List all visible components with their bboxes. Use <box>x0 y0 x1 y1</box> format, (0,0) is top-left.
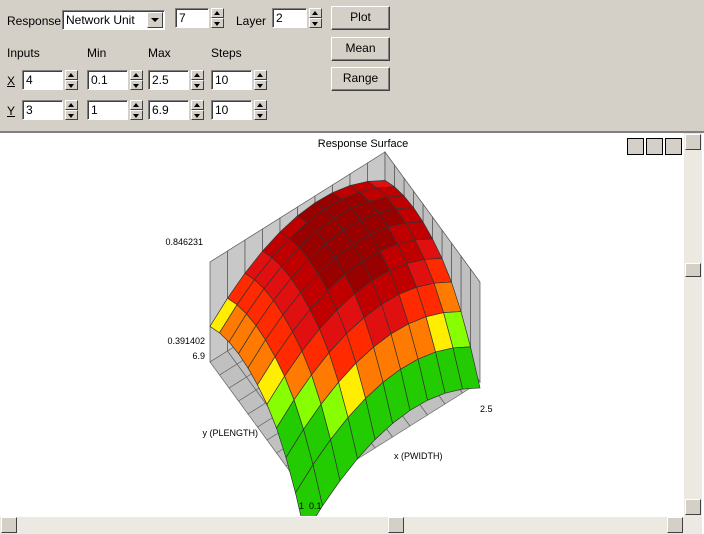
spinner[interactable] <box>130 70 143 90</box>
layer-label: Layer <box>236 14 267 28</box>
spinner[interactable] <box>309 8 322 28</box>
steps-value: 10 <box>215 73 229 87</box>
plot-panel: Response Surface 0.846231 0.391402 6.9 y… <box>0 131 704 534</box>
spinner[interactable] <box>254 70 267 90</box>
y-axis-label: y (PLENGTH) <box>202 428 258 438</box>
spinner[interactable] <box>211 8 224 28</box>
steps-field[interactable]: 10 <box>211 100 252 120</box>
input-value: 3 <box>26 103 33 117</box>
max-value: 6.9 <box>152 103 169 117</box>
scroll-right[interactable] <box>667 517 683 533</box>
plot-title: Response Surface <box>318 138 409 150</box>
unit-index: 7 <box>179 11 186 25</box>
steps-field[interactable]: 10 <box>211 70 252 90</box>
y-min-label: 1 <box>299 501 304 511</box>
font-button[interactable] <box>627 138 644 155</box>
scroll-down[interactable] <box>685 499 701 515</box>
response-label: Response <box>7 14 62 28</box>
scroll-thumb[interactable] <box>388 517 404 533</box>
column-header: Min <box>87 46 107 60</box>
row-label: X <box>7 74 16 88</box>
horizontal-scrollbar[interactable] <box>0 517 702 534</box>
min-value: 0.1 <box>91 73 108 87</box>
column-header: Inputs <box>7 46 40 60</box>
max-value: 2.5 <box>152 73 169 87</box>
scroll-thumb[interactable] <box>685 263 701 277</box>
z-max-label: 0.846231 <box>165 237 203 247</box>
max-field[interactable]: 6.9 <box>148 100 189 120</box>
min-value: 1 <box>91 103 98 117</box>
x-max-label: 2.5 <box>480 404 493 414</box>
scroll-up[interactable] <box>685 134 701 150</box>
scroll-left[interactable] <box>1 517 17 533</box>
min-field[interactable]: 0.1 <box>87 70 128 90</box>
surface-chart: Response Surface 0.846231 0.391402 6.9 y… <box>165 138 493 516</box>
vertical-scrollbar[interactable] <box>684 133 702 517</box>
input-field[interactable]: 4 <box>22 70 63 90</box>
column-header: Max <box>148 46 171 60</box>
y-max-label: 6.9 <box>192 351 205 361</box>
steps-value: 10 <box>215 103 229 117</box>
input-value: 4 <box>26 73 33 87</box>
row-label: Y <box>7 104 16 118</box>
x-min-label: 0.1 <box>309 501 322 511</box>
spinner[interactable] <box>254 100 267 120</box>
layer-field[interactable]: 2 <box>272 8 307 28</box>
range-button[interactable]: Range <box>331 67 390 91</box>
unit-index-field[interactable]: 7 <box>175 8 209 28</box>
z-min-label: 0.391402 <box>167 336 205 346</box>
save-button[interactable] <box>646 138 663 155</box>
plot-button[interactable]: Plot <box>331 6 390 30</box>
layer-value: 2 <box>276 11 283 25</box>
surface-cell <box>295 463 323 516</box>
spinner[interactable] <box>130 100 143 120</box>
response-combo[interactable]: Network Unit <box>62 10 165 30</box>
column-header: Steps <box>211 46 242 60</box>
x-axis-label: x (PWIDTH) <box>394 451 443 461</box>
spinner[interactable] <box>191 100 204 120</box>
max-field[interactable]: 2.5 <box>148 70 189 90</box>
combo-arrow[interactable] <box>147 12 163 28</box>
spinner[interactable] <box>65 100 78 120</box>
input-field[interactable]: 3 <box>22 100 63 120</box>
copy-button[interactable] <box>665 138 682 155</box>
surface-plot <box>209 150 481 516</box>
mean-button[interactable]: Mean <box>331 37 390 61</box>
spinner[interactable] <box>65 70 78 90</box>
response-value: Network Unit <box>66 13 135 27</box>
min-field[interactable]: 1 <box>87 100 128 120</box>
spinner[interactable] <box>191 70 204 90</box>
